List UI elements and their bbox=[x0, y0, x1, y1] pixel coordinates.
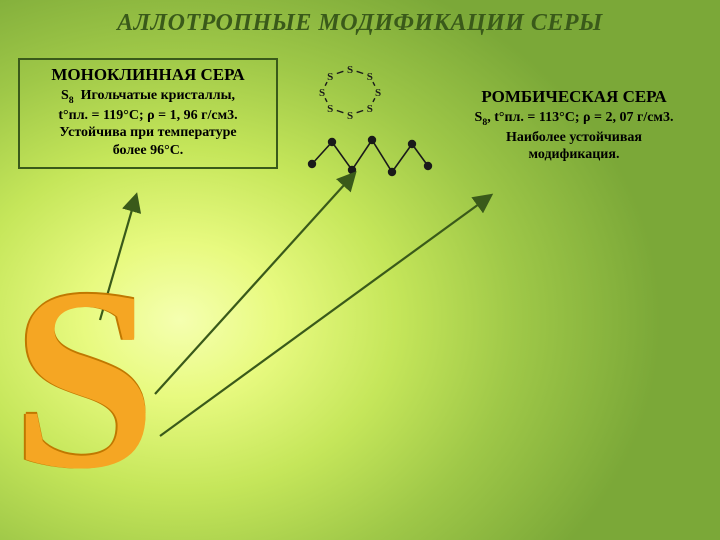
sulfur-symbol: S bbox=[12, 278, 157, 481]
